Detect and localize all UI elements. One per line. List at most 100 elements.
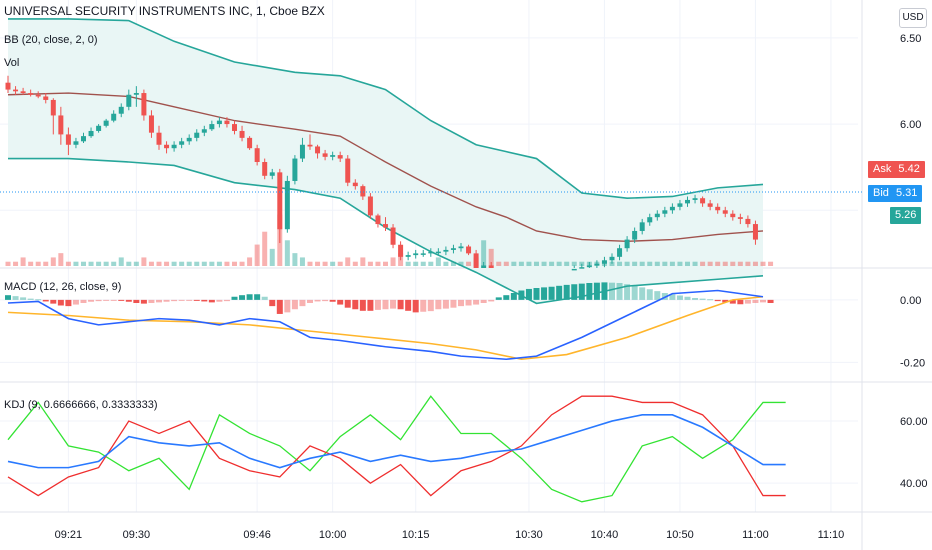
macd-histogram-bar [307, 299, 313, 303]
macd-histogram-bar [322, 299, 329, 302]
candle-body [254, 148, 260, 162]
volume-bar [503, 261, 509, 266]
volume-bar [760, 261, 766, 266]
volume-bar [511, 261, 517, 266]
volume-indicator-label[interactable]: Vol [4, 57, 20, 69]
candle-body [632, 230, 638, 240]
candle-body [367, 196, 373, 216]
macd-histogram-bar [359, 299, 366, 311]
kdj-indicator-label[interactable]: KDJ (9, 0.6666666, 0.3333333) [4, 399, 158, 411]
macd-histogram-bar [495, 297, 502, 300]
bb-indicator-label[interactable]: BB (20, close, 2, 0) [4, 34, 98, 46]
candle-body [639, 222, 645, 231]
macd-histogram-bar [593, 282, 600, 300]
volume-bar [164, 261, 170, 266]
macd-histogram-bar [140, 299, 147, 304]
macd-histogram-bar [450, 299, 457, 308]
macd-histogram-bar [171, 299, 178, 302]
candle-body [330, 155, 336, 157]
bb-basis-line [7, 92, 764, 243]
candle-body [669, 206, 675, 211]
volume-bar [481, 240, 487, 266]
macd-histogram-bar [284, 299, 291, 313]
macd-histogram-bar [254, 294, 261, 300]
candle-body [617, 248, 623, 257]
time-axis-tick: 11:10 [818, 529, 845, 541]
candle-body [118, 106, 124, 114]
candle-body [722, 210, 728, 214]
macd-histogram-bar [578, 283, 585, 300]
macd-histogram-bar [488, 299, 495, 302]
candle-body [43, 96, 49, 100]
volume-bar [534, 261, 539, 266]
macd-histogram-bar [156, 299, 162, 303]
volume-bar [700, 261, 706, 266]
volume-bar [390, 257, 396, 266]
volume-bar [141, 257, 147, 266]
volume-bar [284, 240, 290, 266]
candle-body [141, 93, 147, 116]
macd-histogram-bar [72, 299, 79, 305]
macd-histogram-bar [420, 299, 427, 312]
price-axis-tick: 6.00 [900, 119, 921, 131]
candle-body [292, 158, 298, 181]
candle-body [126, 94, 132, 107]
kdj-axis-tick: 40.00 [900, 478, 928, 490]
volume-bar [405, 261, 411, 266]
macd-histogram-bar [458, 299, 464, 307]
candle-body [35, 94, 41, 97]
volume-bar [239, 261, 245, 266]
candle-body [715, 206, 721, 211]
macd-histogram-bar [103, 299, 110, 301]
macd-histogram-bar [201, 299, 208, 302]
candle-body [315, 146, 321, 154]
volume-bar [35, 261, 41, 266]
candle-body [594, 263, 600, 266]
volume-bar [232, 261, 237, 266]
candle-body [148, 115, 154, 133]
volume-bar [156, 261, 162, 266]
candle-body [232, 124, 237, 131]
macd-histogram-bar [80, 299, 87, 303]
candle-body [654, 213, 660, 218]
macd-histogram-bar [163, 299, 170, 302]
candle-body [179, 141, 185, 145]
candle-body [133, 93, 139, 95]
macd-histogram-bar [42, 299, 49, 302]
kdj-j-line [7, 395, 786, 503]
macd-histogram-bar [624, 284, 631, 300]
macd-axis-tick: 0.00 [900, 295, 921, 307]
currency-button[interactable]: USD [899, 8, 927, 28]
candle-body [103, 120, 109, 126]
macd-indicator-label[interactable]: MACD (12, 26, close, 9) [4, 281, 122, 293]
volume-bar [171, 261, 177, 266]
macd-histogram-bar [465, 299, 472, 306]
volume-bar [413, 261, 419, 266]
macd-histogram-bar [714, 299, 721, 302]
macd-histogram-bar [178, 299, 185, 301]
volume-bar [571, 261, 577, 266]
volume-bar [443, 261, 449, 266]
macd-histogram-bar [269, 299, 276, 307]
volume-bar [118, 257, 124, 266]
volume-bar [216, 261, 222, 266]
candle-body [13, 89, 19, 92]
volume-bar [43, 261, 49, 266]
macd-histogram-bar [208, 299, 215, 303]
candle-body [156, 132, 162, 145]
macd-histogram-bar [609, 282, 615, 300]
macd-histogram-bar [291, 299, 298, 310]
candle-body [88, 130, 94, 137]
volume-bar [526, 261, 532, 266]
volume-bar [322, 261, 328, 266]
macd-histogram-bar [525, 288, 532, 300]
candle-body [224, 120, 230, 125]
volume-bar [133, 261, 139, 266]
candle-body [81, 136, 86, 142]
macd-histogram-bar [737, 299, 744, 305]
candle-body [375, 215, 381, 225]
ask-label: Ask [873, 163, 892, 175]
macd-histogram-bar [374, 299, 381, 310]
volume-bar [617, 261, 623, 266]
candle-body [730, 213, 736, 218]
